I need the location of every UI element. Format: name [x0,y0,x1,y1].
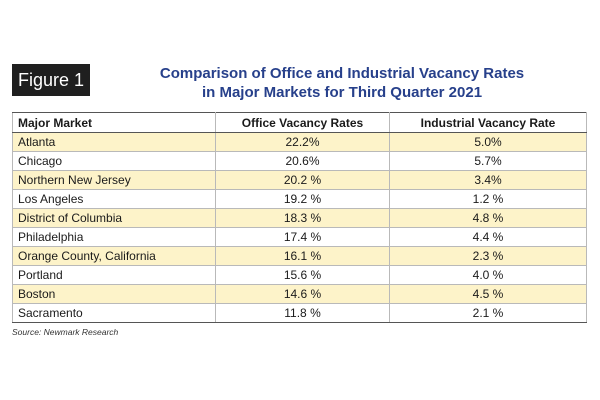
cell-office-rate: 11.8 % [215,303,390,323]
figure-title-line-2: in Major Markets for Third Quarter 2021 [201,84,483,101]
cell-market: Portland [12,265,216,285]
table-row: Portland 15.6 % 4.0 % [12,265,587,285]
table-row: Sacramento 11.8 % 2.1 % [12,303,587,323]
cell-office-rate: 20.2 % [215,170,390,190]
figure-title: Comparison of Office and Industrial Vaca… [107,64,577,102]
table-row: Philadelphia 17.4 % 4.4 % [12,227,587,247]
header-major-market: Major Market [12,112,216,133]
cell-office-rate: 19.2 % [215,189,390,209]
cell-market: Los Angeles [12,189,216,209]
cell-market: Atlanta [12,132,216,152]
cell-office-rate: 16.1 % [215,246,390,266]
cell-industrial-rate: 2.3 % [389,246,587,266]
table-row: Northern New Jersey 20.2 % 3.4% [12,170,587,190]
cell-office-rate: 15.6 % [215,265,390,285]
cell-industrial-rate: 4.5 % [389,284,587,304]
figure-container: Figure 1 Comparison of Office and Indust… [12,64,590,337]
cell-industrial-rate: 3.4% [389,170,587,190]
figure-header: Figure 1 Comparison of Office and Indust… [12,64,590,112]
vacancy-table: Major Market Office Vacancy Rates Indust… [12,112,587,323]
cell-office-rate: 14.6 % [215,284,390,304]
cell-industrial-rate: 4.4 % [389,227,587,247]
cell-office-rate: 18.3 % [215,208,390,228]
cell-market: District of Columbia [12,208,216,228]
cell-market: Orange County, California [12,246,216,266]
cell-office-rate: 22.2% [215,132,390,152]
cell-industrial-rate: 1.2 % [389,189,587,209]
cell-office-rate: 17.4 % [215,227,390,247]
table-row: Los Angeles 19.2 % 1.2 % [12,189,587,209]
table-row: Atlanta 22.2% 5.0% [12,132,587,152]
table-row: Boston 14.6 % 4.5 % [12,284,587,304]
header-industrial-vacancy: Industrial Vacancy Rate [389,112,587,133]
cell-market: Sacramento [12,303,216,323]
table-row: Chicago 20.6% 5.7% [12,151,587,171]
cell-industrial-rate: 5.0% [389,132,587,152]
table-row: Orange County, California 16.1 % 2.3 % [12,246,587,266]
cell-market: Northern New Jersey [12,170,216,190]
table-body: Atlanta 22.2% 5.0% Chicago 20.6% 5.7% Northern… [12,132,587,323]
cell-industrial-rate: 5.7% [389,151,587,171]
cell-market: Boston [12,284,216,304]
cell-office-rate: 20.6% [215,151,390,171]
header-office-vacancy: Office Vacancy Rates [215,112,390,133]
source-note: Source: Newmark Research [12,327,119,337]
cell-industrial-rate: 4.0 % [389,265,587,285]
cell-market: Philadelphia [12,227,216,247]
cell-market: Chicago [12,151,216,171]
figure-title-line-1: Comparison of Office and Industrial Vaca… [159,65,525,82]
table-header-row: Major Market Office Vacancy Rates Indust… [12,112,587,133]
cell-industrial-rate: 2.1 % [389,303,587,323]
figure-label: Figure 1 [12,64,90,96]
cell-industrial-rate: 4.8 % [389,208,587,228]
table-row: District of Columbia 18.3 % 4.8 % [12,208,587,228]
